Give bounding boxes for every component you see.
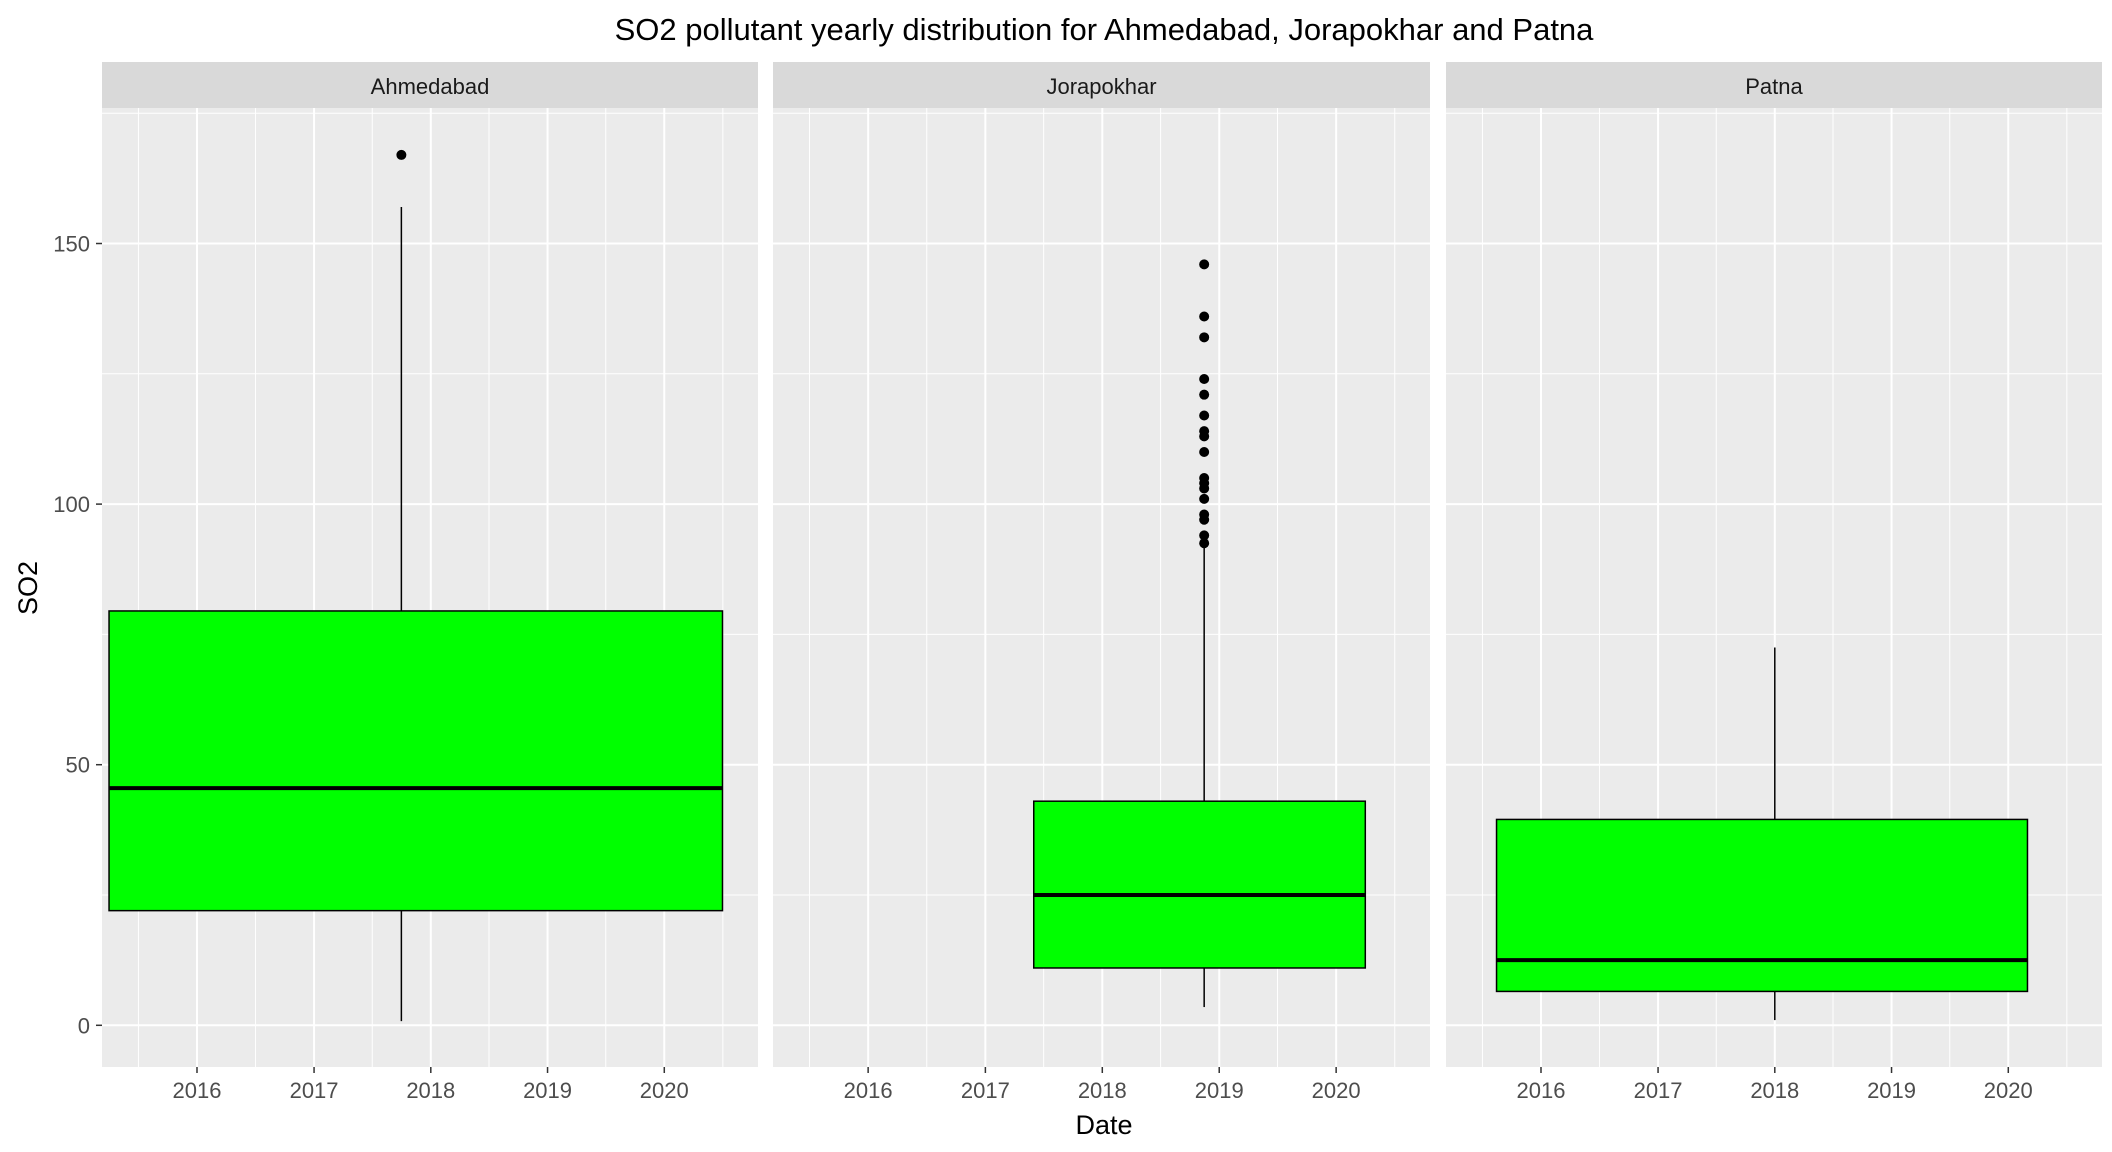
boxplot (1495, 647, 2029, 1021)
outlier-point (1199, 493, 1210, 504)
outlier-point (1199, 530, 1210, 541)
x-tick-label: 2019 (1195, 1078, 1244, 1103)
y-tick-label: 50 (66, 753, 90, 778)
y-tick-label: 150 (53, 232, 90, 257)
outlier-point (1199, 446, 1210, 457)
outlier-point (1199, 426, 1210, 437)
outlier-point (1199, 259, 1210, 270)
outlier-point (1199, 311, 1210, 322)
box (1032, 800, 1367, 969)
facet-strip (1446, 62, 2102, 108)
facet-panels: Ahmedabad 2016 2017 2018 2019 2020 Jorapokhar 2… (102, 62, 2102, 1103)
outlier-point (1199, 538, 1210, 549)
x-tick-label: 2018 (1078, 1078, 1127, 1103)
outlier-point (1199, 410, 1210, 421)
boxplot (1032, 259, 1367, 1008)
box (108, 610, 724, 912)
x-tick-label: 2017 (961, 1078, 1010, 1103)
outlier-point (396, 149, 407, 160)
facet-label: Jorapokhar (1046, 74, 1156, 99)
facet-label: Patna (1745, 74, 1803, 99)
facet-strip (102, 62, 758, 108)
outlier-point (1199, 332, 1210, 343)
box (1495, 818, 2029, 993)
x-tick-label: 2018 (1750, 1078, 1799, 1103)
facet-strip (773, 62, 1430, 108)
facet-label: Ahmedabad (371, 74, 490, 99)
x-tick-label: 2016 (1517, 1078, 1566, 1103)
x-tick-label: 2017 (1634, 1078, 1683, 1103)
x-tick-label: 2016 (173, 1078, 222, 1103)
x-tick-label: 2019 (1867, 1078, 1916, 1103)
y-axis-title: SO2 (13, 561, 43, 615)
x-tick-label: 2018 (406, 1078, 455, 1103)
y-tick-label: 0 (78, 1013, 90, 1038)
x-tick-label: 2020 (1984, 1078, 2033, 1103)
x-tick-label: 2019 (523, 1078, 572, 1103)
facet-patna: Patna 2016 2017 2018 2019 2020 (1446, 62, 2102, 1103)
outlier-point (1199, 473, 1210, 484)
x-axis-title: Date (1075, 1110, 1132, 1140)
x-tick-label: 2017 (290, 1078, 339, 1103)
outlier-point (1199, 509, 1210, 520)
x-tick-label: 2020 (640, 1078, 689, 1103)
facet-ahmedabad: Ahmedabad 2016 2017 2018 2019 2020 (102, 62, 758, 1103)
outlier-point (1199, 374, 1210, 385)
x-tick-label: 2016 (844, 1078, 893, 1103)
facet-jorapokhar: Jorapokhar 2016 2017 2018 2019 2020 (773, 62, 1430, 1103)
boxplot (108, 149, 724, 1022)
x-tick-label: 2020 (1312, 1078, 1361, 1103)
chart-title: SO2 pollutant yearly distribution for Ah… (615, 12, 1595, 47)
y-tick-label: 100 (53, 492, 90, 517)
outlier-point (1199, 389, 1210, 400)
y-axis: 0 50 100 150 (53, 232, 102, 1038)
